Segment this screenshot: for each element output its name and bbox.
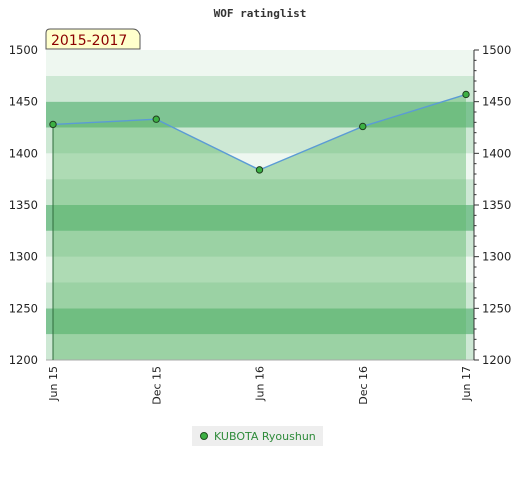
y-tick-label-left: 1250 [9,301,38,315]
chart-title: WOF ratinglist [214,7,307,20]
data-point [359,122,367,131]
rating-area [53,94,466,360]
background-bands [46,50,474,360]
period-badge: 2015-2017 [45,28,141,50]
y-tick-label-right: 1350 [482,198,511,212]
y-tick-label-right: 1200 [482,353,511,367]
x-tick-label: Dec 15 [150,366,163,405]
y-tick-label-right: 1250 [482,301,511,315]
y-tick-label-left: 1300 [9,250,38,264]
y-tick-label-right: 1300 [482,250,511,264]
right-axis [473,49,479,361]
y-tick-label-left: 1400 [9,146,38,160]
legend: KUBOTA Ryoushun [192,426,323,446]
background-band [46,205,474,231]
background-band [46,50,474,76]
background-band [46,75,474,102]
period-box [45,28,141,50]
legend-marker [200,432,208,440]
background-band [46,256,474,283]
x-axis-labels: Jun 15 Dec 15 Jun 16 Dec 16 Jun 17 [47,366,473,405]
data-point [152,115,160,123]
y-tick-label-left: 1350 [9,198,38,212]
y-tick-label-left: 1500 [9,43,38,57]
background-band [46,334,474,360]
y-tick-label-right: 1450 [482,95,511,109]
background-band [46,179,474,205]
y-axis-labels: 1200 1200 1250 1250 1300 1300 1350 1350 1400 1400… [9,43,512,367]
background-band [46,282,474,309]
y-tick-label-left: 1200 [9,353,38,367]
data-point [49,120,57,129]
x-tick-label: Dec 16 [357,366,370,405]
background-band [46,308,474,335]
series-layer [49,90,470,174]
legend-series-name: KUBOTA Ryoushun [214,429,316,443]
x-tick-label: Jun 17 [460,366,473,402]
period-label: 2015-2017 [51,33,127,49]
x-tick-label: Jun 16 [254,366,267,402]
data-point [462,90,470,99]
background-band [46,127,474,154]
y-tick-label-left: 1450 [9,95,38,109]
background-band [46,230,474,257]
y-tick-label-right: 1500 [482,43,511,57]
data-point [255,166,264,174]
y-tick-label-right: 1400 [482,146,511,160]
x-tick-label: Jun 15 [47,366,60,402]
